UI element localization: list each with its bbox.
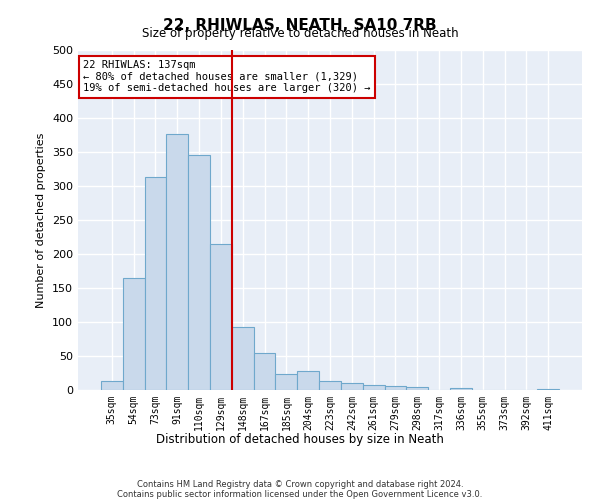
- Text: Distribution of detached houses by size in Neath: Distribution of detached houses by size …: [156, 432, 444, 446]
- Bar: [123, 278, 145, 390]
- Bar: [101, 381, 123, 390]
- Bar: [232, 327, 254, 390]
- Text: 22 RHIWLAS: 137sqm
← 80% of detached houses are smaller (1,329)
19% of semi-deta: 22 RHIWLAS: 137sqm ← 80% of detached hou…: [83, 60, 371, 94]
- Bar: [145, 177, 166, 390]
- Bar: [166, 134, 188, 390]
- Text: Contains HM Land Registry data © Crown copyright and database right 2024.
Contai: Contains HM Land Registry data © Crown c…: [118, 480, 482, 500]
- Bar: [385, 386, 406, 390]
- Bar: [210, 244, 232, 390]
- Y-axis label: Number of detached properties: Number of detached properties: [37, 132, 46, 308]
- Bar: [188, 156, 210, 390]
- Bar: [450, 388, 472, 390]
- Bar: [406, 388, 428, 390]
- Bar: [363, 384, 385, 390]
- Bar: [319, 381, 341, 390]
- Bar: [254, 352, 275, 390]
- Bar: [275, 374, 297, 390]
- Bar: [537, 388, 559, 390]
- Text: Size of property relative to detached houses in Neath: Size of property relative to detached ho…: [142, 28, 458, 40]
- Text: 22, RHIWLAS, NEATH, SA10 7RB: 22, RHIWLAS, NEATH, SA10 7RB: [163, 18, 437, 32]
- Bar: [297, 371, 319, 390]
- Bar: [341, 383, 363, 390]
